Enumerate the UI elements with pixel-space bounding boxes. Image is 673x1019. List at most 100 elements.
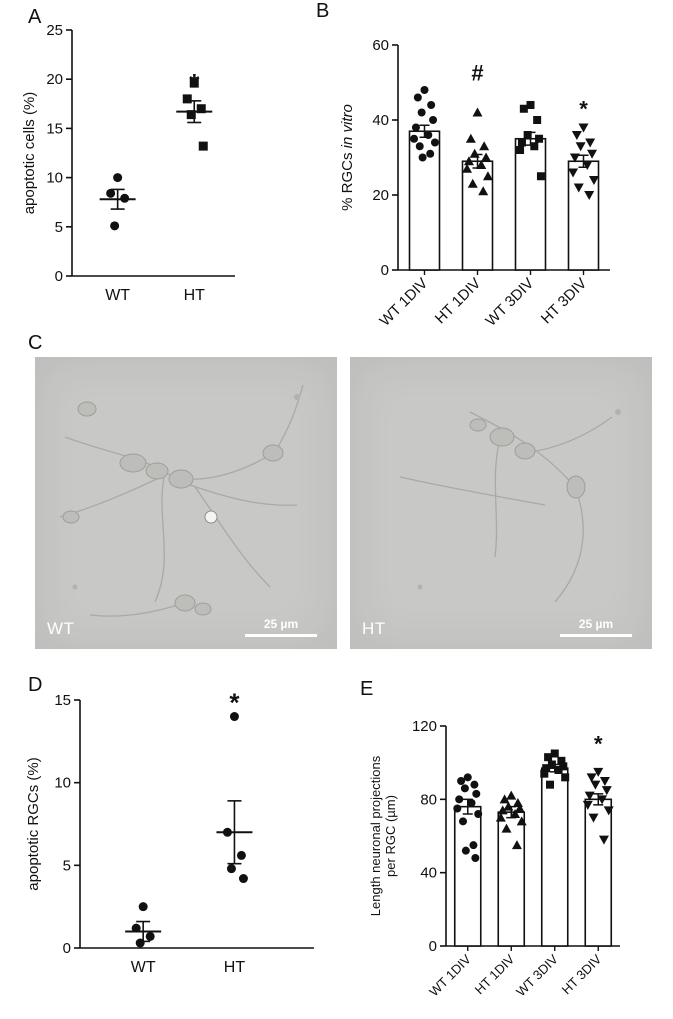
data-point bbox=[582, 800, 593, 810]
y-axis-label: per RGC (µm) bbox=[383, 795, 398, 877]
x-category-label: WT 1DIV bbox=[376, 275, 431, 330]
data-point bbox=[424, 131, 433, 139]
y-tick-label: 20 bbox=[46, 71, 63, 88]
panel-label-e: E bbox=[360, 678, 374, 700]
bar bbox=[540, 767, 569, 947]
data-point bbox=[599, 777, 610, 786]
x-category-label: HT bbox=[184, 287, 206, 304]
data-point bbox=[561, 773, 570, 782]
data-point bbox=[585, 138, 596, 148]
data-point bbox=[557, 756, 566, 765]
y-tick-label: 10 bbox=[46, 170, 63, 187]
data-point bbox=[455, 795, 464, 804]
data-point bbox=[533, 116, 542, 124]
data-point bbox=[554, 766, 563, 774]
data-point bbox=[470, 780, 479, 789]
y-axis-label: apoptotic cells (%) bbox=[21, 92, 38, 215]
bar bbox=[408, 130, 441, 271]
micrograph-wt-cells-art bbox=[59, 384, 304, 617]
micrograph-ht: HT 25 µm bbox=[350, 357, 652, 649]
x-category-label: HT 1DIV bbox=[432, 275, 485, 328]
data-point bbox=[417, 108, 426, 117]
panel-label-c: C bbox=[28, 332, 43, 354]
chart-e-projection-length: 0 40 80 120 Length neuronal projections per R… bbox=[368, 718, 620, 999]
y-tick-label: 10 bbox=[54, 775, 71, 792]
panel-label-a: A bbox=[28, 6, 42, 28]
data-point bbox=[226, 864, 236, 874]
y-tick-label: 0 bbox=[381, 262, 389, 279]
data-point bbox=[588, 176, 599, 185]
data-point bbox=[568, 168, 579, 178]
y-tick-label: 120 bbox=[412, 718, 437, 735]
scale-bar-ht-line bbox=[560, 634, 632, 637]
data-point bbox=[578, 123, 589, 133]
data-point bbox=[186, 110, 196, 120]
data-point bbox=[453, 804, 462, 813]
data-point bbox=[427, 101, 436, 109]
y-tick-label: 40 bbox=[420, 865, 437, 882]
y-axis-label: % RGCs in vitro bbox=[339, 104, 356, 211]
data-point bbox=[145, 931, 155, 941]
data-point bbox=[501, 823, 512, 833]
scale-bar-ht: 25 µm bbox=[560, 617, 632, 637]
data-point bbox=[182, 94, 192, 104]
y-tick-label: 5 bbox=[63, 857, 71, 874]
data-point bbox=[429, 116, 438, 124]
x-category-label: HT 3DIV bbox=[559, 951, 605, 997]
bar bbox=[497, 811, 526, 947]
y-tick-label: 20 bbox=[372, 187, 389, 204]
data-point bbox=[478, 186, 489, 196]
data-point bbox=[476, 160, 487, 169]
data-point bbox=[495, 812, 506, 822]
data-point bbox=[506, 790, 517, 800]
data-point bbox=[547, 760, 556, 769]
data-point bbox=[426, 149, 435, 158]
data-point bbox=[467, 178, 478, 188]
data-point bbox=[516, 146, 525, 154]
y-tick-label: 0 bbox=[429, 938, 437, 955]
x-category-label: HT 3DIV bbox=[538, 275, 591, 328]
data-point bbox=[138, 902, 148, 912]
data-point bbox=[597, 795, 608, 805]
data-point bbox=[229, 712, 239, 722]
bar bbox=[584, 798, 613, 947]
data-point bbox=[131, 923, 141, 933]
y-tick-label: 0 bbox=[63, 940, 71, 957]
bar bbox=[453, 805, 482, 947]
data-point bbox=[420, 86, 429, 94]
y-tick-label: 80 bbox=[420, 791, 437, 808]
data-point bbox=[479, 141, 490, 151]
data-point bbox=[544, 753, 553, 762]
data-point bbox=[587, 149, 598, 159]
data-point bbox=[540, 769, 549, 778]
data-point bbox=[469, 148, 480, 158]
data-point bbox=[467, 799, 476, 807]
data-point bbox=[459, 817, 467, 826]
data-point bbox=[430, 138, 439, 147]
chart-d-apoptotic-rgcs: 0 5 10 15 apoptotic RGCs (%) WT HT * bbox=[25, 688, 314, 976]
data-point bbox=[462, 163, 473, 173]
significance-marker: # bbox=[471, 61, 483, 86]
data-point bbox=[461, 846, 470, 855]
data-point bbox=[418, 153, 427, 162]
data-point bbox=[573, 183, 584, 193]
data-point bbox=[571, 131, 582, 140]
data-point bbox=[463, 156, 474, 166]
y-tick-label: 5 bbox=[55, 219, 63, 236]
data-point bbox=[601, 786, 612, 796]
panel-label-b: B bbox=[316, 0, 330, 22]
data-point bbox=[413, 93, 422, 102]
significance-marker: * bbox=[229, 688, 240, 718]
data-point bbox=[474, 810, 483, 818]
y-tick-label: 25 bbox=[46, 22, 63, 39]
micrograph-wt: WT 25 µm bbox=[35, 357, 337, 649]
scale-bar-wt: 25 µm bbox=[245, 617, 317, 637]
x-category-label: WT 1DIV bbox=[426, 951, 474, 999]
data-point bbox=[546, 780, 554, 789]
data-point bbox=[472, 107, 483, 117]
data-point bbox=[510, 809, 521, 818]
bar bbox=[514, 137, 547, 271]
x-category-label: WT 3DIV bbox=[482, 275, 537, 330]
significance-marker: * bbox=[189, 68, 200, 98]
